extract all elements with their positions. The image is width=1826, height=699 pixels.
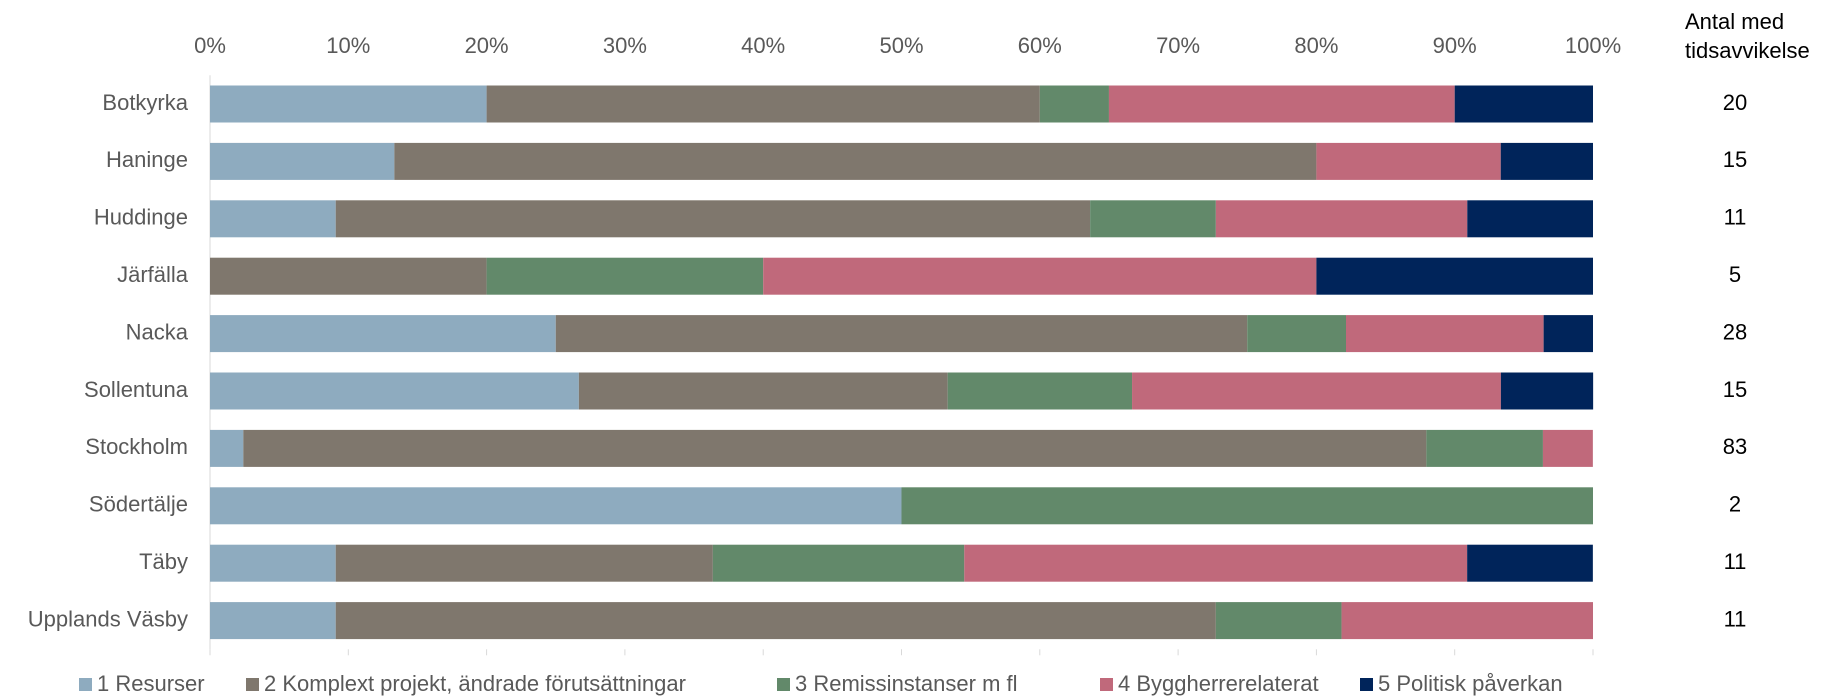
bar-segment — [763, 257, 1317, 295]
count-label: 15 — [1723, 147, 1747, 172]
count-label: 20 — [1723, 90, 1747, 115]
bar-segment — [210, 85, 487, 123]
x-tick-label: 30% — [603, 33, 647, 58]
bar-segment — [1467, 544, 1593, 582]
x-tick-label: 100% — [1565, 33, 1621, 58]
y-tick-label: Botkyrka — [102, 90, 188, 115]
bar-segment — [1108, 85, 1455, 123]
bar-segment — [712, 544, 965, 582]
bar-segment — [1039, 85, 1109, 123]
x-tick-label: 40% — [741, 33, 785, 58]
bar-segment — [1426, 429, 1543, 467]
bar-segment — [1454, 85, 1593, 123]
count-header: Antal med — [1685, 9, 1784, 34]
y-tick-label: Täby — [139, 549, 188, 574]
bar-segment — [1341, 602, 1593, 640]
bar-segment — [210, 602, 336, 640]
x-tick-label: 90% — [1433, 33, 1477, 58]
count-label: 5 — [1729, 262, 1741, 287]
legend-label: 2 Komplext projekt, ändrade förutsättnin… — [264, 671, 686, 696]
bar-segment — [335, 602, 1216, 640]
y-tick-label: Sollentuna — [84, 377, 189, 402]
legend-swatch — [1360, 678, 1373, 691]
count-label: 11 — [1724, 606, 1747, 631]
bar-segment — [210, 429, 244, 467]
count-label: 11 — [1724, 549, 1747, 574]
legend-swatch — [79, 678, 92, 691]
bar-segment — [964, 544, 1468, 582]
bar-segment — [210, 142, 395, 180]
bar-segment — [1542, 429, 1593, 467]
bar-segment — [335, 200, 1091, 238]
bar-segment — [1543, 315, 1593, 353]
bar-segment — [1090, 200, 1216, 238]
bar-segment — [210, 257, 487, 295]
bar-segment — [1316, 257, 1593, 295]
bar-segment — [901, 487, 1593, 525]
count-label: 28 — [1723, 319, 1747, 344]
bar-segment — [1500, 142, 1593, 180]
count-label: 15 — [1723, 377, 1747, 402]
bar-segment — [486, 85, 1040, 123]
x-tick-label: 0% — [194, 33, 226, 58]
bar-segment — [1467, 200, 1593, 238]
x-tick-label: 20% — [465, 33, 509, 58]
x-tick-label: 80% — [1294, 33, 1338, 58]
bar-segment — [210, 544, 336, 582]
bar-segment — [243, 429, 1427, 467]
x-tick-label: 60% — [1018, 33, 1062, 58]
bar-segment — [210, 200, 336, 238]
legend-swatch — [246, 678, 259, 691]
bar-segment — [210, 372, 579, 410]
y-tick-label: Järfälla — [117, 262, 189, 287]
x-tick-label: 70% — [1156, 33, 1200, 58]
count-label: 83 — [1723, 434, 1747, 459]
bar-segment — [578, 372, 948, 410]
y-tick-label: Haninge — [106, 147, 188, 172]
bar-segment — [210, 487, 902, 525]
count-label: 2 — [1729, 492, 1741, 517]
bar-segment — [947, 372, 1133, 410]
bar-segment — [210, 315, 556, 353]
count-header: tidsavvikelse — [1685, 38, 1810, 63]
y-tick-label: Stockholm — [85, 434, 188, 459]
bar-segment — [1247, 315, 1346, 353]
y-tick-label: Upplands Väsby — [28, 606, 188, 631]
x-tick-label: 50% — [879, 33, 923, 58]
legend-label: 1 Resurser — [97, 671, 205, 696]
bar-segment — [486, 257, 764, 295]
bar-segment — [1132, 372, 1501, 410]
count-label: 11 — [1724, 205, 1747, 230]
bar-segment — [394, 142, 1317, 180]
y-tick-label: Nacka — [126, 319, 189, 344]
x-tick-label: 10% — [326, 33, 370, 58]
legend-label: 5 Politisk påverkan — [1378, 671, 1563, 696]
legend-label: 4 Byggherrerelaterat — [1118, 671, 1319, 696]
bar-segment — [1500, 372, 1594, 410]
legend-swatch — [1100, 678, 1113, 691]
bar-segment — [555, 315, 1248, 353]
bar-segment — [335, 544, 713, 582]
bar-segment — [1215, 200, 1468, 238]
bar-segment — [1316, 142, 1501, 180]
bar-segment — [1345, 315, 1544, 353]
legend-swatch — [777, 678, 790, 691]
y-tick-label: Södertälje — [89, 492, 188, 517]
bar-segment — [1215, 602, 1342, 640]
y-tick-label: Huddinge — [94, 205, 188, 230]
legend-label: 3 Remissinstanser m fl — [795, 671, 1018, 696]
